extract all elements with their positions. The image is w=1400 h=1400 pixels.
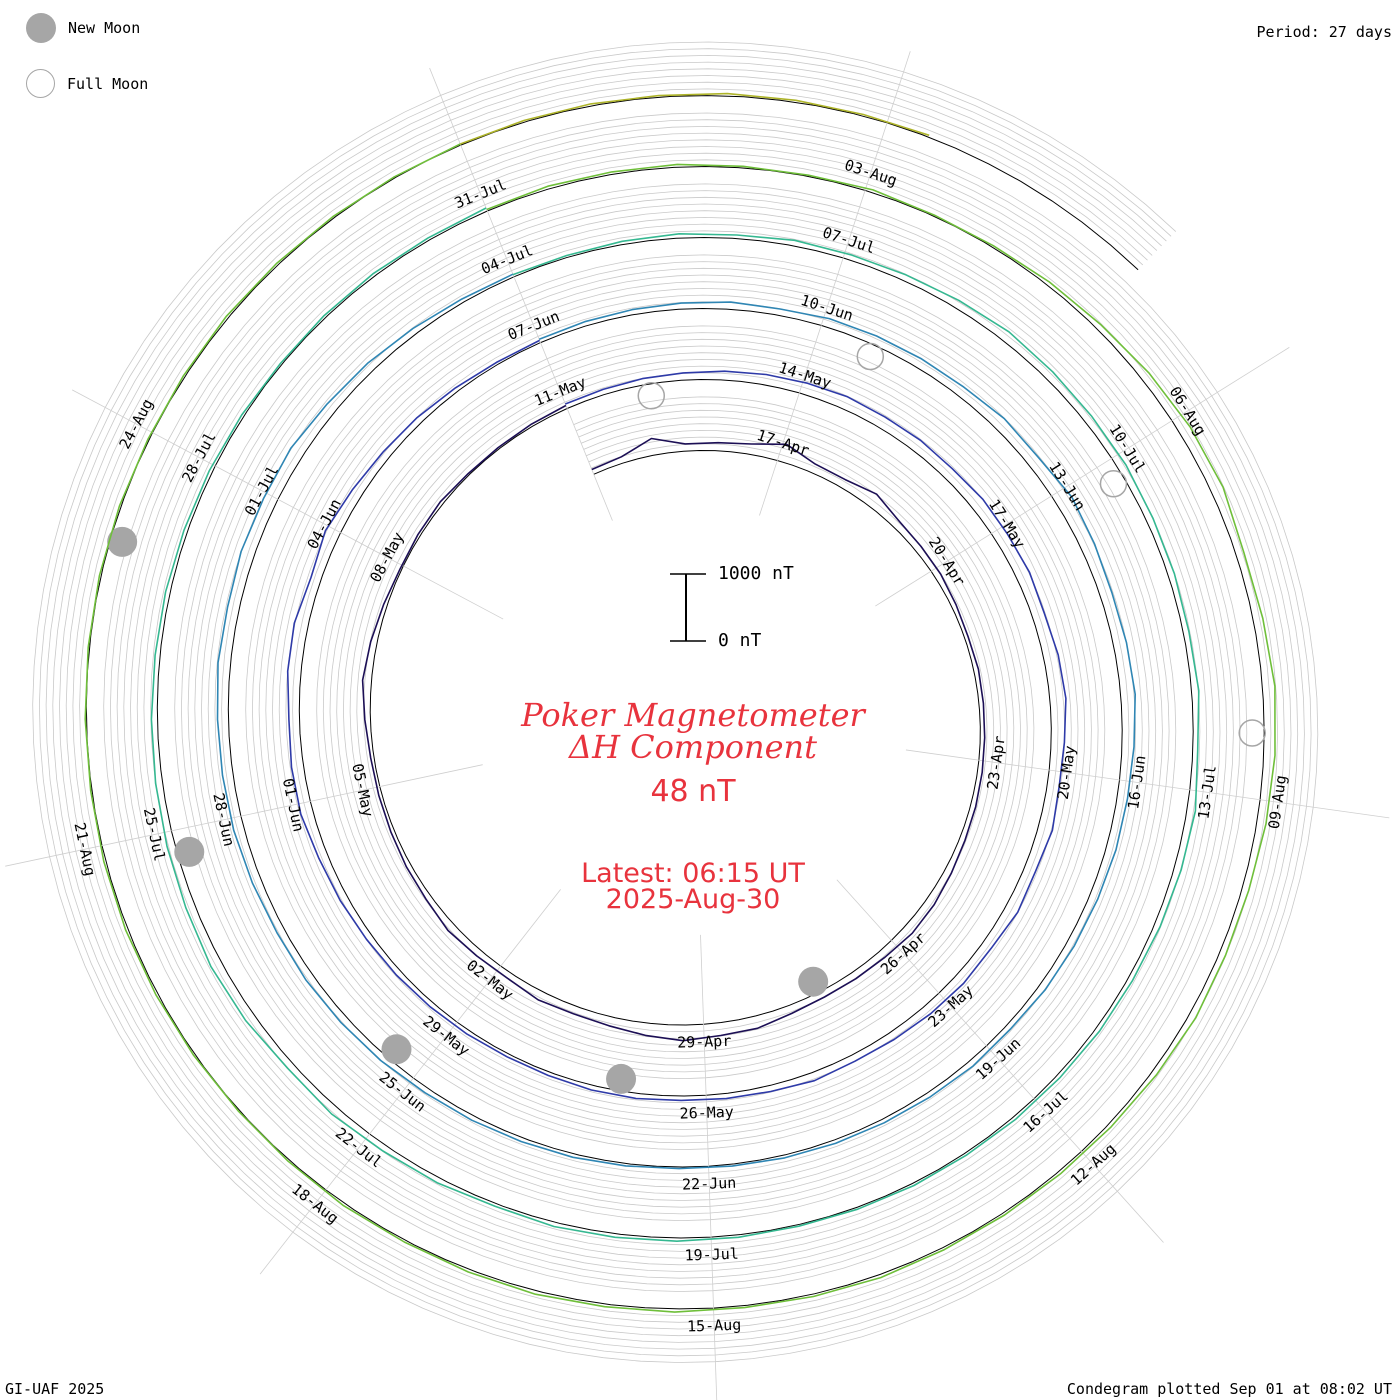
grid-spoke xyxy=(836,879,1164,1243)
condegram-grid xyxy=(32,41,1319,1363)
full-moon-marker xyxy=(1238,719,1266,747)
date-label-26-may: 26-May xyxy=(679,1103,734,1123)
full-moon-marker xyxy=(1099,469,1128,498)
scale-top-label: 1000 nT xyxy=(718,563,794,584)
legend-new-moon: New Moon xyxy=(26,13,140,43)
new-moon-marker xyxy=(798,966,829,997)
full-moon-icon xyxy=(26,69,55,98)
date-label-16-jul: 16-Jul xyxy=(1019,1087,1071,1137)
date-label-24-aug: 24-Aug xyxy=(115,396,156,452)
grid-spoke xyxy=(905,749,1390,819)
grid-spoke xyxy=(71,389,504,620)
chart-title-line2: ΔH Component xyxy=(568,728,818,766)
date-label-19-jul: 19-Jul xyxy=(684,1245,739,1265)
full-moon-marker xyxy=(637,382,666,410)
full-moon-marker xyxy=(856,342,885,371)
grid-spoke xyxy=(5,764,483,867)
date-label-14-may: 14-May xyxy=(776,358,833,392)
grid-spiral xyxy=(32,41,1319,1363)
period-label: Period: 27 days xyxy=(1256,23,1392,41)
scale-bottom-label: 0 nT xyxy=(718,630,762,651)
grid-spoke xyxy=(759,51,911,516)
grid-spiral xyxy=(72,81,1279,1323)
date-label-15-aug: 15-Aug xyxy=(687,1316,742,1336)
series-line-rotation-5 xyxy=(84,143,1276,1313)
latest-date: 2025-Aug-30 xyxy=(605,884,781,915)
date-label-12-aug: 12-Aug xyxy=(1067,1140,1119,1190)
footer-credit: GI-UAF 2025 xyxy=(5,1380,105,1398)
current-value: 48 nT xyxy=(650,774,736,809)
series-line-rotation-3 xyxy=(216,273,1136,1170)
date-label-28-jul: 28-Jul xyxy=(178,429,219,485)
legend-full-moon: Full Moon xyxy=(26,69,148,98)
date-label-07-jul: 07-Jul xyxy=(820,223,877,257)
grid-spoke xyxy=(429,67,613,521)
date-label-26-apr: 26-Apr xyxy=(877,929,929,979)
date-label-17-apr: 17-Apr xyxy=(754,426,811,460)
full-moon-label: Full Moon xyxy=(67,74,149,93)
data-series xyxy=(84,92,1276,1313)
grid-spoke xyxy=(875,347,1290,607)
grid-spoke xyxy=(700,934,718,1400)
series-line-rotation-4 xyxy=(150,207,1200,1242)
chart-title-line1: Poker Magnetometer xyxy=(521,696,865,734)
condegram-spokes xyxy=(5,51,1390,1400)
series-line-rotation-6 xyxy=(460,92,930,145)
new-moon-icon xyxy=(26,13,56,43)
date-label-23-may: 23-May xyxy=(925,981,977,1031)
grid-spiral xyxy=(65,75,1285,1330)
date-label-29-apr: 29-Apr xyxy=(677,1032,732,1052)
grid-spiral xyxy=(52,61,1299,1343)
series-line-rotation-2 xyxy=(286,339,1067,1102)
series-line-rotation-1 xyxy=(361,404,986,1042)
new-moon-marker xyxy=(174,836,205,867)
new-moon-marker xyxy=(606,1063,637,1094)
grid-spiral xyxy=(38,48,1312,1357)
grid-spiral xyxy=(45,54,1305,1350)
new-moon-label: New Moon xyxy=(68,19,141,37)
new-moon-marker xyxy=(381,1034,412,1065)
moon-markers xyxy=(107,342,1266,1094)
date-label-13-jun: 13-Jun xyxy=(1045,458,1089,513)
date-label-06-aug: 06-Aug xyxy=(1166,383,1210,438)
date-label-22-jun: 22-Jun xyxy=(682,1174,737,1194)
date-label-10-jun: 10-Jun xyxy=(798,291,855,325)
grid-spiral xyxy=(59,68,1292,1337)
baseline-spiral xyxy=(85,95,1265,1310)
grid-spiral xyxy=(79,88,1272,1317)
footer-plot-time: Condegram plotted Sep 01 at 08:02 UT xyxy=(1066,1380,1392,1398)
date-label-17-may: 17-May xyxy=(985,496,1029,551)
date-label-25-jul: 25-Jul xyxy=(140,806,169,863)
new-moon-marker xyxy=(107,526,138,557)
latest-time: Latest: 06:15 UT xyxy=(581,858,805,889)
scale-bar xyxy=(670,573,706,642)
